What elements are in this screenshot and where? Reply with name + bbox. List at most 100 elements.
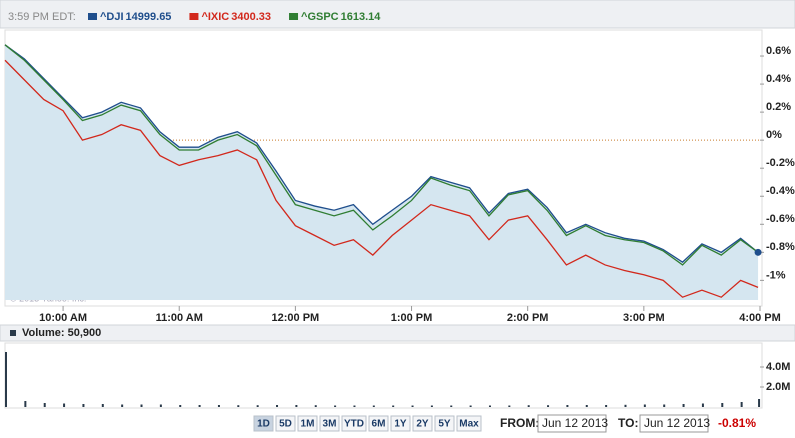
volume-bar xyxy=(508,405,511,407)
legend-bar xyxy=(0,0,795,29)
end-dot xyxy=(754,248,762,256)
volume-bar xyxy=(663,404,666,407)
volume-bar xyxy=(411,405,414,407)
range-label: 1Y xyxy=(394,419,407,430)
x-tick-label: 11:00 AM xyxy=(156,312,203,324)
from-label: FROM: xyxy=(500,416,539,430)
volume-icon xyxy=(10,330,16,336)
volume-bar xyxy=(63,403,66,407)
volume-bar xyxy=(547,405,550,407)
from-value: Jun 12 2013 xyxy=(542,416,608,430)
volume-bar xyxy=(566,405,569,407)
volume-bar xyxy=(5,352,7,407)
from-input[interactable] xyxy=(537,414,607,433)
y-tick-label: 0.2% xyxy=(766,101,791,113)
y-tick-label: -1% xyxy=(766,269,786,281)
range-button[interactable] xyxy=(390,415,411,432)
volume-bar xyxy=(682,404,685,407)
range-label: 5Y xyxy=(438,419,451,430)
volume-frame xyxy=(4,342,763,409)
series-line xyxy=(4,44,759,263)
range-label: YTD xyxy=(344,419,364,430)
x-tick-label: 4:00 PM xyxy=(739,312,781,324)
series-line xyxy=(4,59,759,298)
volume-bar xyxy=(82,404,85,407)
volume-bar xyxy=(469,405,472,407)
legend-name: ^IXIC xyxy=(201,11,229,23)
volume-bar xyxy=(101,404,104,407)
y-tick-label: -0.6% xyxy=(766,213,795,225)
range-button[interactable] xyxy=(319,415,340,432)
volume-bar-header xyxy=(0,324,795,342)
legend-swatch xyxy=(88,13,97,20)
y-tick-label: 0.4% xyxy=(766,73,791,85)
range-button[interactable] xyxy=(456,415,482,432)
range-button[interactable] xyxy=(368,415,389,432)
y-tick-label: 2.0M xyxy=(766,381,790,393)
y-tick-label: 0% xyxy=(766,129,782,141)
volume-bar xyxy=(276,405,279,407)
x-tick-label: 3:00 PM xyxy=(623,312,665,324)
series-line xyxy=(4,44,759,266)
range-label: 6M xyxy=(372,419,386,430)
y-tick-label: 0.6% xyxy=(766,45,791,57)
volume-bar xyxy=(527,405,530,407)
time-label: 3:59 PM EDT: xyxy=(8,11,76,23)
legend-value: 14999.65 xyxy=(126,11,172,23)
volume-bar xyxy=(643,404,646,407)
volume-bar xyxy=(256,405,259,407)
legend-value: 1613.14 xyxy=(341,11,382,23)
volume-bar xyxy=(488,405,491,407)
volume-bar xyxy=(237,405,240,407)
volume-bar xyxy=(159,404,162,407)
volume-bar xyxy=(585,405,588,407)
volume-bar xyxy=(624,404,627,407)
range-button[interactable] xyxy=(297,415,318,432)
volume-bar xyxy=(353,405,356,407)
range-label: 5D xyxy=(279,419,292,430)
y-tick-label: -0.8% xyxy=(766,241,795,253)
y-tick-label: -0.2% xyxy=(766,157,795,169)
range-button[interactable] xyxy=(275,415,296,432)
legend-name: ^DJI xyxy=(100,11,124,23)
to-input[interactable] xyxy=(639,414,709,433)
range-label: 1D xyxy=(257,419,270,430)
to-value: Jun 12 2013 xyxy=(644,416,710,430)
range-label: 3M xyxy=(323,419,337,430)
range-button[interactable] xyxy=(434,415,455,432)
volume-bar xyxy=(740,402,743,407)
x-tick-label: 2:00 PM xyxy=(507,312,549,324)
volume-bar xyxy=(179,405,182,407)
volume-bar xyxy=(372,405,375,407)
volume-bar xyxy=(140,404,143,407)
x-tick-label: 10:00 AM xyxy=(39,312,87,324)
legend-value: 3400.33 xyxy=(231,11,271,23)
volume-bar xyxy=(334,405,337,407)
x-tick-label: 12:00 PM xyxy=(272,312,320,324)
volume-bar xyxy=(450,405,453,407)
range-button[interactable] xyxy=(412,415,433,432)
to-label: TO: xyxy=(618,416,638,430)
volume-bar xyxy=(24,401,27,407)
volume-bar xyxy=(701,403,704,407)
volume-bar xyxy=(721,403,724,407)
range-label: 1M xyxy=(301,419,315,430)
legend-swatch xyxy=(289,13,299,20)
volume-bar xyxy=(217,405,220,407)
y-tick-label: -0.4% xyxy=(766,185,795,197)
volume-bar xyxy=(314,405,317,407)
x-tick-label: 1:00 PM xyxy=(391,312,433,324)
range-button[interactable] xyxy=(253,415,274,432)
volume-bar xyxy=(198,405,201,407)
volume-bar xyxy=(758,399,761,407)
range-label: Max xyxy=(459,419,479,430)
range-label: 2Y xyxy=(416,419,429,430)
y-tick-label: 4.0M xyxy=(766,361,790,373)
volume-header: Volume: 50,900 xyxy=(22,327,101,339)
area xyxy=(5,44,759,300)
range-button[interactable] xyxy=(341,415,367,432)
volume-bar xyxy=(295,405,298,407)
volume-bar xyxy=(605,405,608,407)
volume-bar xyxy=(121,404,124,407)
